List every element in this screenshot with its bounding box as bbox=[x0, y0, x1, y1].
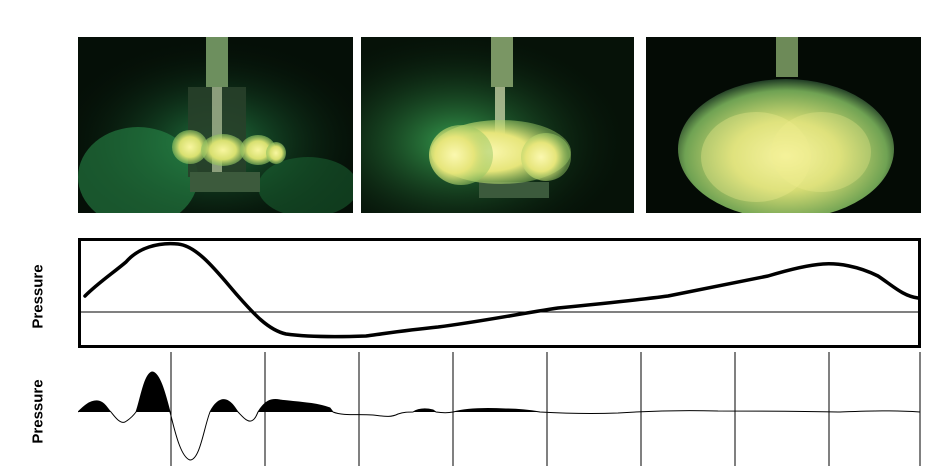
positive-lobe bbox=[136, 372, 170, 412]
positive-lobe bbox=[258, 399, 333, 412]
positive-lobe bbox=[453, 408, 540, 412]
chart-frame bbox=[78, 238, 921, 348]
oscillation-curve bbox=[78, 371, 921, 461]
explosion-photo-2 bbox=[361, 37, 634, 213]
oscillation-trace-chart bbox=[78, 352, 921, 466]
bottom-pressure-axis-label: Pressure bbox=[29, 379, 47, 444]
pressure-curve bbox=[83, 241, 920, 339]
top-pressure-axis-label: Pressure bbox=[29, 264, 47, 329]
pressure-trace-chart bbox=[78, 238, 921, 348]
explosion-photo-1 bbox=[78, 37, 353, 213]
explosion-photo-3 bbox=[646, 37, 921, 213]
